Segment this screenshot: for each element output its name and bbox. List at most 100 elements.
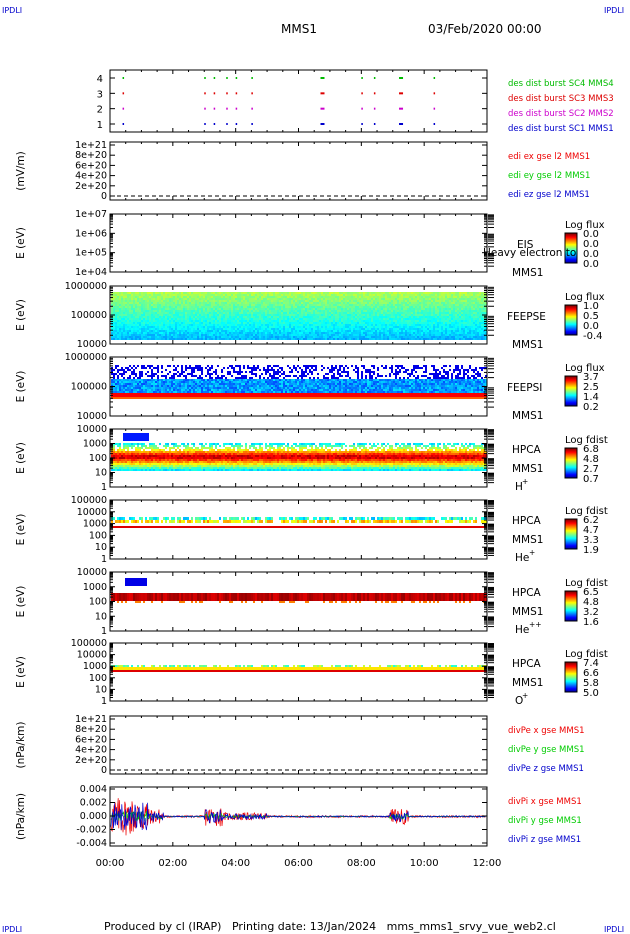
heat-cell — [285, 324, 287, 326]
heat-cell — [351, 318, 353, 320]
heat-cell — [225, 324, 227, 326]
heat-cell — [117, 328, 119, 330]
heat-cell — [285, 292, 287, 294]
heat-cell — [427, 316, 429, 318]
heat-cell — [449, 308, 451, 310]
heat-cell — [423, 296, 425, 298]
heat-cell — [191, 318, 193, 320]
heat-cell — [205, 294, 207, 296]
colorbar-cell — [565, 240, 577, 242]
heat-cell — [227, 330, 229, 332]
heat-cell — [451, 300, 453, 302]
heat-cell — [401, 318, 403, 320]
heat-cell — [127, 316, 129, 318]
heat-cell — [227, 294, 229, 296]
heat-cell — [117, 330, 119, 332]
ytick-label: 4e+20 — [75, 171, 107, 182]
heat-cell — [175, 308, 177, 310]
heat-cell — [373, 322, 375, 324]
heat-cell — [449, 294, 451, 296]
heat-cell — [197, 296, 199, 298]
heat-cell — [353, 322, 355, 324]
heat-cell — [267, 306, 269, 308]
heat-cell — [395, 320, 397, 322]
heat-cell — [421, 336, 423, 338]
heat-cell — [389, 336, 391, 338]
heat-cell — [157, 300, 159, 302]
heat-cell — [373, 326, 375, 328]
heat-cell — [375, 314, 377, 316]
heat-cell — [213, 334, 215, 336]
heat-cell — [277, 322, 279, 324]
heat-cell — [341, 332, 343, 334]
heat-cell — [117, 296, 119, 298]
heat-cell — [307, 334, 309, 336]
heat-cell — [299, 336, 301, 338]
heat-cell — [227, 334, 229, 336]
ytick-label: 2 — [97, 105, 103, 116]
heat-cell — [115, 330, 117, 332]
heat-cell — [441, 306, 443, 308]
heat-cell — [165, 330, 167, 332]
heat-cell — [255, 302, 257, 304]
heat-cell — [441, 292, 443, 294]
heat-cell — [469, 296, 471, 298]
heat-cell — [247, 338, 249, 340]
heat-cell — [201, 326, 203, 328]
heat-cell — [281, 328, 283, 330]
heat-cell — [375, 294, 377, 296]
heat-cell — [271, 312, 273, 314]
heat-cell — [247, 308, 249, 310]
heat-cell — [477, 310, 479, 312]
heat-cell — [445, 328, 447, 330]
heat-cell — [145, 318, 147, 320]
heat-cell — [239, 308, 241, 310]
heat-cell — [165, 302, 167, 304]
heat-cell — [291, 306, 293, 308]
heat-cell — [165, 332, 167, 334]
heat-cell — [257, 296, 259, 298]
heat-cell — [151, 334, 153, 336]
heat-cell — [375, 306, 377, 308]
heat-cell — [173, 316, 175, 318]
heat-cell — [207, 322, 209, 324]
heat-cell — [365, 300, 367, 302]
heat-cell — [379, 314, 381, 316]
heat-cell — [271, 302, 273, 304]
heat-cell — [385, 312, 387, 314]
heat-cell — [121, 328, 123, 330]
heat-cell — [399, 310, 401, 312]
heat-cell — [413, 308, 415, 310]
heat-cell — [473, 294, 475, 296]
heat-cell — [121, 316, 123, 318]
heat-cell — [265, 328, 267, 330]
heat-cell — [295, 318, 297, 320]
heat-cell — [217, 308, 219, 310]
heat-cell — [303, 308, 305, 310]
heat-cell — [351, 338, 353, 340]
heat-cell — [291, 316, 293, 318]
heat-cell — [269, 308, 271, 310]
heat-cell — [233, 322, 235, 324]
heat-cell — [329, 328, 331, 330]
heat-cell — [267, 296, 269, 298]
heat-cell — [361, 300, 363, 302]
heat-cell — [387, 294, 389, 296]
heat-cell — [463, 312, 465, 314]
heat-cell — [471, 306, 473, 308]
heat-cell — [147, 308, 149, 310]
heat-cell — [241, 314, 243, 316]
heat-cell — [325, 330, 327, 332]
heat-cell — [147, 320, 149, 322]
ytick-label: 4 — [97, 74, 103, 85]
heat-cell — [347, 334, 349, 336]
heat-cell — [205, 312, 207, 314]
heat-cell — [115, 332, 117, 334]
heat-cell — [257, 294, 259, 296]
heat-cell — [401, 296, 403, 298]
heat-cell — [429, 322, 431, 324]
heat-cell — [117, 336, 119, 338]
heat-cell — [315, 332, 317, 334]
heat-cell — [223, 306, 225, 308]
